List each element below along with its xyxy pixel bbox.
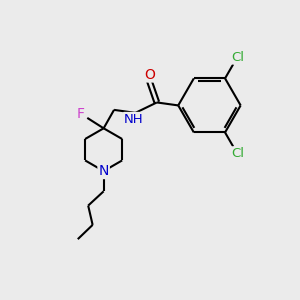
Text: N: N	[98, 164, 109, 178]
Text: Cl: Cl	[231, 50, 244, 64]
Text: F: F	[77, 107, 85, 121]
Text: Cl: Cl	[231, 147, 244, 160]
Text: NH: NH	[124, 113, 144, 126]
Text: O: O	[144, 68, 155, 82]
